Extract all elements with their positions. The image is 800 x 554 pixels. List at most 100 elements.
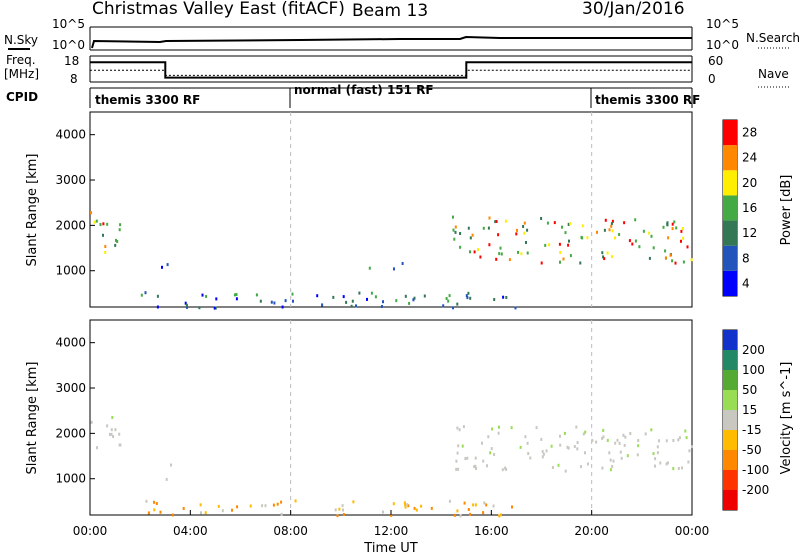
data-cell <box>482 459 485 463</box>
data-cell <box>606 438 609 442</box>
x-tick-label: 00:00 <box>675 524 710 538</box>
data-cell <box>456 302 459 306</box>
data-cell <box>453 237 456 241</box>
data-cell <box>147 511 150 515</box>
data-cell <box>106 222 109 226</box>
data-cell <box>678 436 681 440</box>
data-cell <box>500 513 502 517</box>
data-cell <box>341 504 344 508</box>
data-cell <box>477 248 479 252</box>
data-cell <box>493 298 496 301</box>
data-cell <box>165 477 168 481</box>
data-cell <box>474 503 477 507</box>
y-tick-label: 1000 <box>55 264 86 278</box>
data-cell <box>608 451 611 455</box>
data-cell <box>469 296 472 300</box>
data-cell <box>291 292 294 296</box>
data-cell <box>472 503 475 507</box>
data-cell <box>455 459 458 463</box>
data-cell <box>482 511 485 515</box>
data-cell <box>584 451 586 455</box>
freq-tick-top: 18 <box>64 54 79 68</box>
data-cell <box>567 446 570 450</box>
data-cell <box>559 260 561 264</box>
data-cell <box>591 439 594 442</box>
data-cell <box>567 222 570 226</box>
data-cell <box>650 234 653 238</box>
data-cell <box>116 240 119 243</box>
data-cell <box>467 291 470 295</box>
beam-label: Beam 13 <box>352 1 428 21</box>
data-cell <box>156 294 159 298</box>
data-cell <box>489 451 492 455</box>
data-cell <box>182 507 185 510</box>
data-cell <box>459 245 462 249</box>
data-cell <box>681 466 683 470</box>
data-cell <box>671 259 674 263</box>
data-cell <box>527 452 530 455</box>
data-cell <box>500 252 503 256</box>
data-cell <box>610 224 613 228</box>
data-cell <box>515 232 518 236</box>
data-cell <box>479 255 482 259</box>
data-cell <box>457 467 460 471</box>
data-cell <box>540 261 543 265</box>
data-cell <box>114 428 117 432</box>
data-cell <box>541 450 544 454</box>
power-ylabel: Slant Range [km] <box>25 154 40 267</box>
data-cell <box>171 513 174 517</box>
data-cell <box>569 254 572 258</box>
data-cell <box>406 503 409 507</box>
nsearch-label: N.Search <box>746 31 800 45</box>
data-cell <box>342 295 345 299</box>
data-cell <box>681 227 684 230</box>
data-cell <box>490 447 493 451</box>
colorbar-swatch <box>723 330 737 350</box>
data-cell <box>535 426 538 430</box>
nsky-tick-top: 10^5 <box>52 17 85 31</box>
colorbar-tick-label: 16 <box>742 201 757 215</box>
data-cell <box>466 456 469 460</box>
data-cell <box>467 508 470 511</box>
colorbar-swatch <box>723 490 737 510</box>
data-cell <box>483 501 486 505</box>
data-cell <box>602 435 605 439</box>
velocity-colorbar-ticks: 200 100 50 15 -15 -50 -100 -200 <box>742 343 769 497</box>
data-cell <box>155 502 158 505</box>
x-tick-label: 00:00 <box>73 524 108 538</box>
nave-series <box>90 69 692 76</box>
data-cell <box>672 467 675 471</box>
data-cell <box>412 298 415 302</box>
data-cell <box>642 229 645 233</box>
data-cell <box>491 427 494 431</box>
data-cell <box>516 228 518 232</box>
data-cell <box>523 231 526 235</box>
data-cell <box>637 444 640 448</box>
cpid-segment-3: themis 3300 RF <box>595 93 700 107</box>
power-colorbar-label: Power [dB] <box>779 175 794 246</box>
data-cell <box>486 464 488 468</box>
data-cell <box>677 467 680 470</box>
data-cell <box>461 444 464 448</box>
data-cell <box>204 511 207 515</box>
data-cell <box>413 506 416 510</box>
data-cell <box>497 431 500 435</box>
x-axis-label: Time UT <box>363 541 417 554</box>
data-cell <box>672 439 675 442</box>
nsearch-tick-top: 10^5 <box>706 17 739 31</box>
data-cell <box>198 306 201 310</box>
data-cell <box>619 450 622 454</box>
data-cell <box>106 424 109 428</box>
x-tick-label: 04:00 <box>173 524 208 538</box>
data-cell <box>628 239 631 243</box>
data-cell <box>153 508 156 512</box>
data-cell <box>540 217 543 220</box>
data-cell <box>674 261 677 265</box>
data-cell <box>452 215 454 219</box>
nsky-strip: N.Sky 10^5 10^0 N.Search 10^5 10^0 <box>4 17 800 52</box>
data-cell <box>504 219 507 223</box>
data-cell <box>465 294 468 298</box>
data-cell <box>380 305 383 308</box>
data-cell <box>656 451 659 455</box>
